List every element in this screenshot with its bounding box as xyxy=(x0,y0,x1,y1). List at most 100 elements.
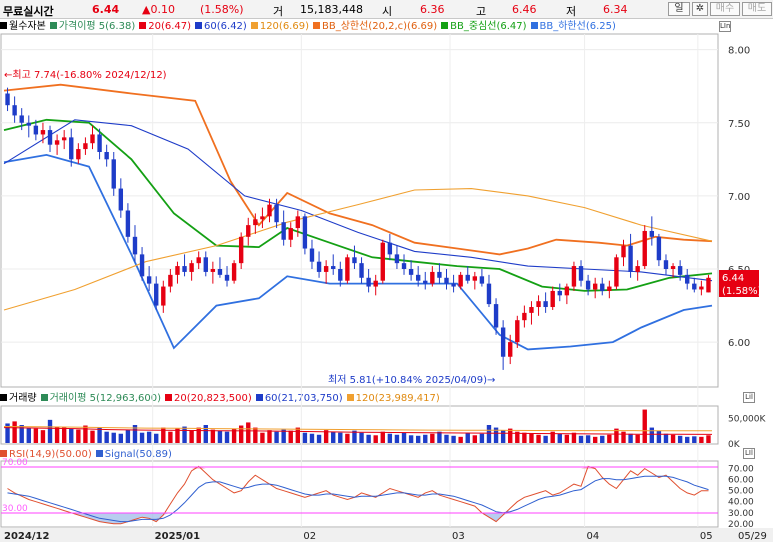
low-value: 6.34 xyxy=(603,3,628,16)
volume-bar xyxy=(274,431,279,443)
candle-body xyxy=(649,230,655,237)
rsi-series-line xyxy=(7,475,709,523)
candle-body xyxy=(175,266,180,275)
legend-item[interactable]: 60(6.42) xyxy=(195,20,247,33)
legend-item[interactable]: 120(23,989,417) xyxy=(346,392,440,405)
candle-body xyxy=(97,134,102,152)
volume-bar xyxy=(231,428,237,443)
volume-bar xyxy=(40,430,46,443)
time-tick-label: 05/29 xyxy=(738,531,767,542)
legend-label: BB_중심선(6.47) xyxy=(450,21,527,32)
legend-label: 120(6.69) xyxy=(259,21,309,32)
volume-bar xyxy=(288,430,293,443)
volume-bar xyxy=(309,433,315,443)
legend-item[interactable]: 거래량 xyxy=(0,392,37,405)
period-button[interactable]: 일 xyxy=(668,2,690,16)
volume-bar xyxy=(253,427,258,443)
volume-bar xyxy=(54,426,60,443)
legend-item[interactable]: 20(20,823,500) xyxy=(165,392,252,405)
candle-body xyxy=(465,274,470,281)
volume-bar xyxy=(33,428,39,443)
legend-item[interactable]: 월수자본 xyxy=(0,20,46,33)
candle-body xyxy=(415,274,421,281)
volume-bar xyxy=(175,428,180,443)
candle-body xyxy=(12,105,17,116)
legend-label: 20(20,823,500) xyxy=(174,393,252,404)
scale-toggle-price[interactable]: LIn xyxy=(719,21,731,32)
low-annotation: 최저 5.81(+10.84% 2025/04/09)→ xyxy=(328,374,495,386)
candle-body xyxy=(323,266,329,272)
volume-bar xyxy=(571,432,577,443)
volume-bar xyxy=(415,435,421,443)
candle-body xyxy=(331,266,336,269)
scale-toggle-volume[interactable]: Lil xyxy=(743,392,755,403)
volume-bar xyxy=(373,435,378,443)
candle-body xyxy=(614,257,619,287)
volume-bar xyxy=(564,434,570,443)
price-tick-label: 6.50 xyxy=(728,265,750,276)
candle-body xyxy=(132,236,138,255)
legend-label: 거래이평 5(12,963,600) xyxy=(49,393,162,404)
legend-item[interactable]: 거래이평 5(12,963,600) xyxy=(40,392,162,405)
volume-bar xyxy=(543,435,548,443)
candle-body xyxy=(642,230,647,267)
legend-swatch xyxy=(0,450,7,457)
candle-body xyxy=(196,257,201,264)
legend-label: 월수자본 xyxy=(9,21,46,32)
volume-bar xyxy=(111,432,116,443)
sell-button[interactable]: 매도 xyxy=(742,2,772,16)
volume-ma-line xyxy=(3,426,712,432)
legend-item[interactable]: 60(21,703,750) xyxy=(255,392,343,405)
candle-body xyxy=(670,266,676,269)
legend-item[interactable]: Signal(50.89) xyxy=(95,448,172,461)
candle-body xyxy=(224,274,230,281)
legend-swatch xyxy=(0,394,7,401)
legend-item[interactable]: 20(6.47) xyxy=(139,20,191,33)
candle-body xyxy=(260,216,265,220)
volume-bar xyxy=(458,436,463,443)
legend-label: 가격이평 5(6.38) xyxy=(58,21,136,32)
gear-icon[interactable]: ✲ xyxy=(692,2,708,16)
legend-item[interactable]: BB_중심선(6.47) xyxy=(441,20,527,33)
rsi-lines xyxy=(7,465,709,525)
time-tick-label: 2024/12 xyxy=(4,531,49,542)
volume-bar xyxy=(394,434,400,443)
legend-item[interactable]: RSI(14,9)(50.00) xyxy=(0,448,92,461)
volume-bar xyxy=(642,409,647,443)
price-pane-border xyxy=(0,33,719,388)
legend-item[interactable]: 120(6.69) xyxy=(250,20,309,33)
candle-body xyxy=(161,286,166,306)
candle-body xyxy=(500,327,506,357)
volume-bar xyxy=(139,432,145,443)
volume-bar xyxy=(90,430,95,443)
candle-body xyxy=(295,216,301,229)
candle-body xyxy=(26,122,31,126)
candle-body xyxy=(550,290,555,308)
volume-bar xyxy=(408,435,414,443)
volume-bar xyxy=(486,425,492,443)
candle-body xyxy=(274,204,279,223)
volume-bar xyxy=(600,435,605,443)
volume-bar xyxy=(47,419,53,443)
candle-body xyxy=(54,140,60,145)
volume-bar xyxy=(238,425,244,443)
candle-body xyxy=(203,257,208,272)
high-annotation: ←최고 7.74(-16.80% 2024/12/12) xyxy=(4,69,167,81)
candle-body xyxy=(33,125,39,135)
legend-item[interactable]: 가격이평 5(6.38) xyxy=(49,20,136,33)
volume-bar xyxy=(104,431,109,443)
volume-bar xyxy=(515,431,520,443)
volume-bar xyxy=(685,436,690,443)
scale-toggle-rsi[interactable]: LIl xyxy=(743,448,755,459)
legend-item[interactable]: BB_상한선(20,2,c)(6.69) xyxy=(312,20,437,33)
bollinger-bands xyxy=(3,83,713,351)
legend-swatch xyxy=(139,22,147,29)
candle-body xyxy=(238,236,244,264)
quote-bar: 무료실시간 6.44 ▲0.10 (1.58%) 거 15,183,448 시 … xyxy=(0,0,773,19)
legend-swatch xyxy=(195,22,203,29)
candle-body xyxy=(338,269,343,281)
candle-body xyxy=(394,254,400,264)
buy-button[interactable]: 매수 xyxy=(710,2,740,16)
legend-item[interactable]: BB_하한선(6.25) xyxy=(530,20,616,33)
current-price: 6.44 xyxy=(92,3,120,16)
